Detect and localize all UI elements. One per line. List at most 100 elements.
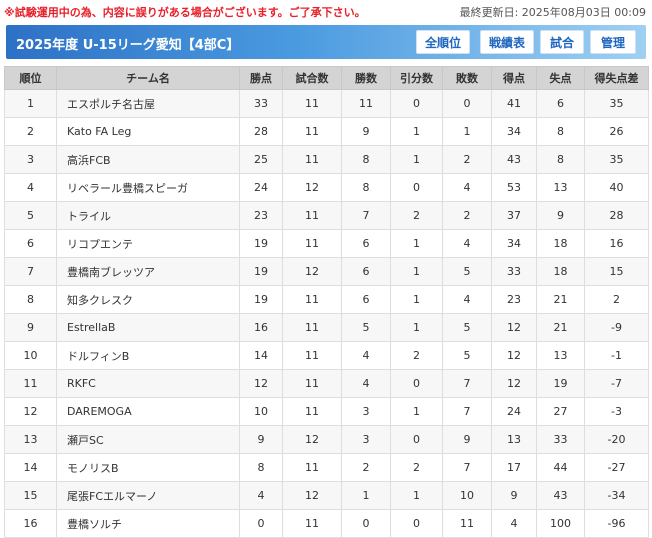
cell-played: 11 <box>282 369 342 398</box>
cell-rank: 14 <box>4 453 57 482</box>
cell-points: 25 <box>239 145 283 174</box>
cell-goal-difference: 2 <box>584 285 649 314</box>
cell-played: 11 <box>282 397 342 426</box>
cell-played: 11 <box>282 201 342 230</box>
cell-team-name[interactable]: Kato FA Leg <box>56 117 240 146</box>
cell-played: 12 <box>282 425 342 454</box>
cell-team-name[interactable]: 瀬戸SC <box>56 425 240 454</box>
table-row: 2 Kato FA Leg 28 11 9 1 1 34 8 26 <box>4 117 649 146</box>
cell-team-name[interactable]: RKFC <box>56 369 240 398</box>
cell-team-name[interactable]: 豊橋南ブレッツア <box>56 257 240 286</box>
col-header-points[interactable]: 勝点 <box>239 66 283 90</box>
cell-points: 33 <box>239 89 283 118</box>
cell-goals-against: 43 <box>536 481 585 510</box>
standings-table: 順位 チーム名 勝点 試合数 勝数 引分数 敗数 得点 失点 得失点差 1 エスポ… <box>4 66 649 538</box>
table-row: 11 RKFC 12 11 4 0 7 12 19 -7 <box>4 369 649 398</box>
top-bar: ※試験運用中の為、内容に誤りがある場合がございます。ご了承下さい。 最終更新日:… <box>0 0 652 22</box>
cell-team-name[interactable]: トライル <box>56 201 240 230</box>
cell-losses: 4 <box>442 229 492 258</box>
cell-team-name[interactable]: ドルフィンB <box>56 341 240 370</box>
cell-goals-for: 23 <box>491 285 537 314</box>
cell-team-name[interactable]: DAREMOGA <box>56 397 240 426</box>
table-row: 15 尾張FCエルマーノ 4 12 1 1 10 9 43 -34 <box>4 481 649 510</box>
cell-goals-for: 9 <box>491 481 537 510</box>
cell-goal-difference: -20 <box>584 425 649 454</box>
col-header-goals-against[interactable]: 失点 <box>536 66 585 90</box>
cell-team-name[interactable]: 知多クレスク <box>56 285 240 314</box>
table-row: 13 瀬戸SC 9 12 3 0 9 13 33 -20 <box>4 425 649 454</box>
col-header-goal-difference[interactable]: 得失点差 <box>584 66 649 90</box>
cell-points: 19 <box>239 285 283 314</box>
cell-wins: 6 <box>341 285 391 314</box>
table-row: 16 豊橋ソルチ 0 11 0 0 11 4 100 -96 <box>4 509 649 538</box>
cell-losses: 4 <box>442 173 492 202</box>
cell-wins: 2 <box>341 453 391 482</box>
cell-rank: 13 <box>4 425 57 454</box>
results-table-button[interactable]: 戦績表 <box>480 30 534 54</box>
cell-wins: 6 <box>341 257 391 286</box>
col-header-draws[interactable]: 引分数 <box>390 66 443 90</box>
cell-losses: 9 <box>442 425 492 454</box>
cell-played: 11 <box>282 145 342 174</box>
col-header-wins[interactable]: 勝数 <box>341 66 391 90</box>
cell-draws: 1 <box>390 117 443 146</box>
col-header-played[interactable]: 試合数 <box>282 66 342 90</box>
cell-rank: 11 <box>4 369 57 398</box>
col-header-goals-for[interactable]: 得点 <box>491 66 537 90</box>
cell-wins: 4 <box>341 341 391 370</box>
matches-button[interactable]: 試合 <box>540 30 584 54</box>
cell-team-name[interactable]: エスポルチ名古屋 <box>56 89 240 118</box>
cell-goals-for: 17 <box>491 453 537 482</box>
cell-goal-difference: -3 <box>584 397 649 426</box>
cell-goal-difference: 15 <box>584 257 649 286</box>
cell-wins: 5 <box>341 313 391 342</box>
cell-points: 16 <box>239 313 283 342</box>
cell-team-name[interactable]: 高浜FCB <box>56 145 240 174</box>
cell-goals-against: 18 <box>536 257 585 286</box>
table-row: 4 リベラール豊橋スピーガ 24 12 8 0 4 53 13 40 <box>4 173 649 202</box>
cell-played: 11 <box>282 313 342 342</box>
cell-points: 9 <box>239 425 283 454</box>
cell-goals-against: 13 <box>536 173 585 202</box>
cell-draws: 1 <box>390 397 443 426</box>
col-header-losses[interactable]: 敗数 <box>442 66 492 90</box>
cell-goals-for: 34 <box>491 117 537 146</box>
cell-points: 28 <box>239 117 283 146</box>
cell-rank: 7 <box>4 257 57 286</box>
cell-points: 0 <box>239 509 283 538</box>
cell-losses: 5 <box>442 257 492 286</box>
cell-goal-difference: 35 <box>584 145 649 174</box>
cell-played: 11 <box>282 89 342 118</box>
cell-team-name[interactable]: モノリスB <box>56 453 240 482</box>
cell-draws: 1 <box>390 481 443 510</box>
cell-losses: 0 <box>442 89 492 118</box>
col-header-rank[interactable]: 順位 <box>4 66 57 90</box>
table-row: 3 高浜FCB 25 11 8 1 2 43 8 35 <box>4 145 649 174</box>
cell-goals-for: 4 <box>491 509 537 538</box>
cell-played: 12 <box>282 257 342 286</box>
cell-points: 24 <box>239 173 283 202</box>
table-row: 1 エスポルチ名古屋 33 11 11 0 0 41 6 35 <box>4 89 649 118</box>
cell-goal-difference: 28 <box>584 201 649 230</box>
cell-wins: 6 <box>341 229 391 258</box>
cell-team-name[interactable]: リコプエンテ <box>56 229 240 258</box>
table-header-row: 順位 チーム名 勝点 試合数 勝数 引分数 敗数 得点 失点 得失点差 <box>4 66 649 90</box>
cell-goal-difference: -9 <box>584 313 649 342</box>
cell-goal-difference: 40 <box>584 173 649 202</box>
cell-goals-against: 9 <box>536 201 585 230</box>
cell-draws: 0 <box>390 89 443 118</box>
cell-team-name[interactable]: EstrellaB <box>56 313 240 342</box>
table-row: 5 トライル 23 11 7 2 2 37 9 28 <box>4 201 649 230</box>
cell-team-name[interactable]: 豊橋ソルチ <box>56 509 240 538</box>
table-row: 6 リコプエンテ 19 11 6 1 4 34 18 16 <box>4 229 649 258</box>
all-standings-button[interactable]: 全順位 <box>416 30 470 54</box>
cell-team-name[interactable]: リベラール豊橋スピーガ <box>56 173 240 202</box>
col-header-team[interactable]: チーム名 <box>56 66 240 90</box>
cell-wins: 11 <box>341 89 391 118</box>
cell-goals-for: 12 <box>491 313 537 342</box>
admin-button[interactable]: 管理 <box>590 30 636 54</box>
cell-goal-difference: 16 <box>584 229 649 258</box>
cell-rank: 8 <box>4 285 57 314</box>
cell-team-name[interactable]: 尾張FCエルマーノ <box>56 481 240 510</box>
cell-goals-against: 33 <box>536 425 585 454</box>
